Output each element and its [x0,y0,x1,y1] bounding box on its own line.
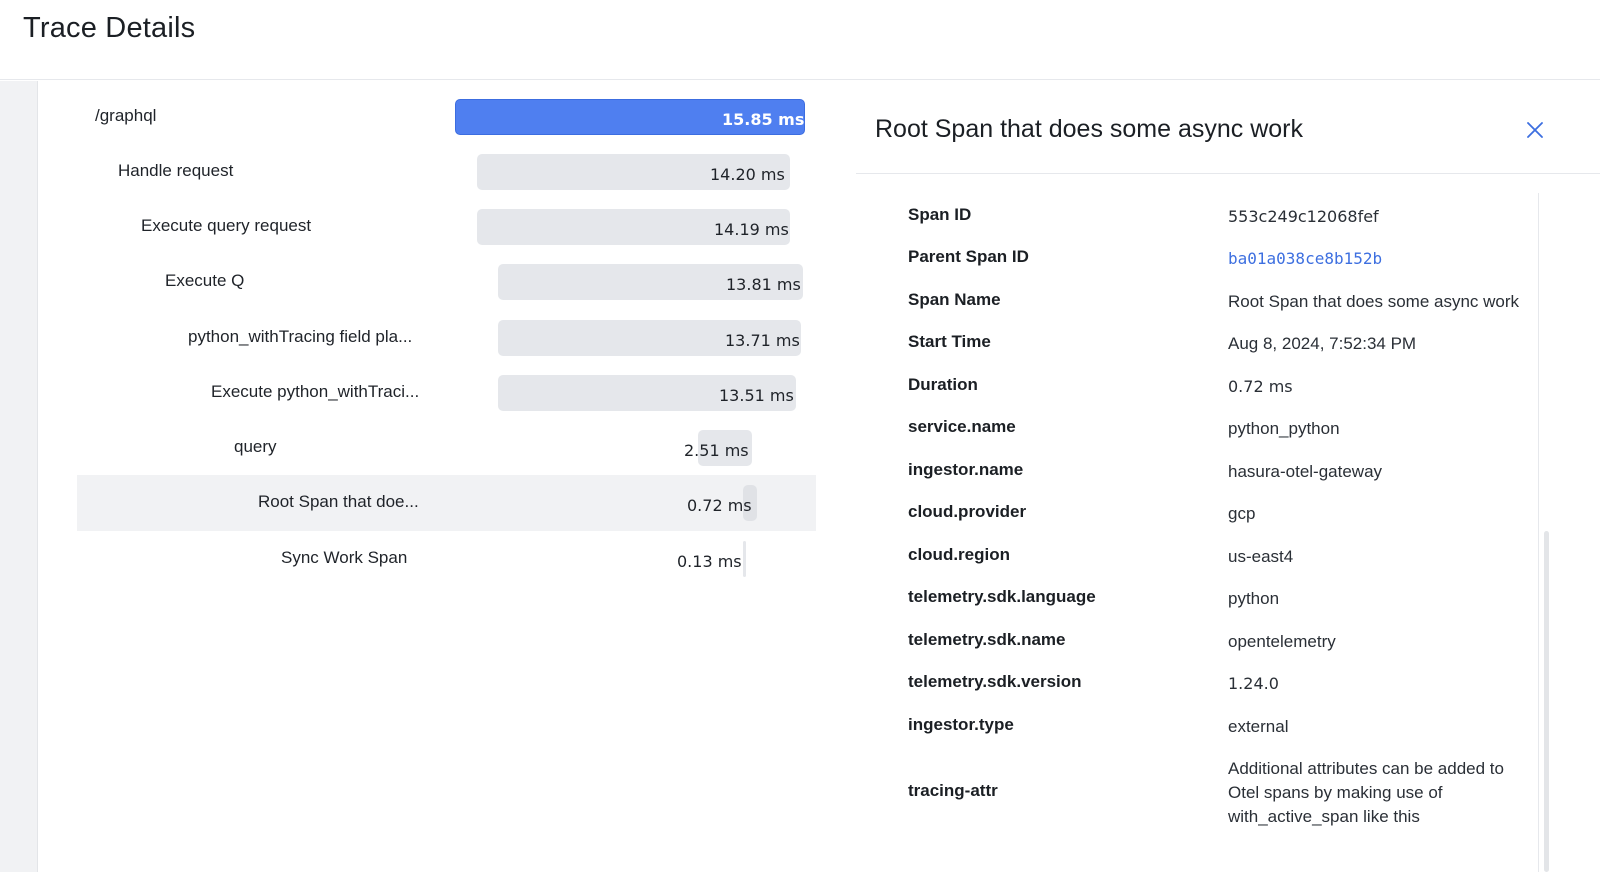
span-duration: 13.71 ms [725,331,800,350]
span-detail-panel: Root Span that does some async work Span… [856,81,1600,872]
attr-value: opentelemetry [1228,632,1336,651]
span-duration-bar [698,430,752,466]
attr-value: 1.24.0 [1228,674,1279,693]
attr-key: telemetry.sdk.language [908,587,1096,606]
attr-value: Root Span that does some async work [1228,292,1520,311]
span-duration-bar [498,375,796,411]
span-duration: 15.85 ms [722,110,805,129]
close-button[interactable] [1523,118,1547,142]
span-row[interactable]: Execute Q 13.81 ms [77,254,831,310]
attr-key: service.name [908,417,1016,436]
attr-value: python [1228,589,1280,608]
span-duration-bar [498,264,803,300]
span-duration-bar [498,320,801,356]
span-row[interactable]: Execute python_withTraci... 13.51 ms [77,365,831,421]
span-name: Handle request [118,161,234,180]
attr-key: cloud.provider [908,502,1027,521]
page-header: Trace Details [0,0,1600,80]
attr-value: python_python [1228,419,1340,438]
detail-title: Root Span that does some async work [875,115,1304,143]
span-duration-bar [743,485,757,521]
span-duration-bar [743,541,746,577]
attr-key: Start Time [908,332,991,351]
span-name: Execute Q [165,271,245,290]
span-duration: 2.51 ms [684,441,749,460]
span-name: python_withTracing field pla... [188,327,413,346]
attr-key: Duration [908,375,978,394]
attr-key: telemetry.sdk.name [908,630,1066,649]
attr-key: telemetry.sdk.version [908,672,1082,691]
span-duration: 13.81 ms [726,275,801,294]
span-duration: 14.19 ms [714,220,789,239]
attr-key: ingestor.type [908,715,1014,734]
attr-value: hasura-otel-gateway [1228,462,1383,481]
span-row[interactable]: python_withTracing field pla... 13.71 ms [77,310,831,366]
span-name: Execute python_withTraci... [211,382,420,401]
detail-divider [856,173,1600,174]
attr-key: Span ID [908,205,972,224]
span-duration: 0.13 ms [677,552,742,571]
span-duration-bar [455,99,805,135]
span-row[interactable]: query 2.51 ms [77,420,831,476]
span-duration-bar [477,209,790,245]
attr-key: Span Name [908,290,1001,309]
attr-value: Aug 8, 2024, 7:52:34 PM [1228,334,1417,353]
span-name: Root Span that doe... [258,492,419,511]
attr-value: 553c249c12068fef [1228,207,1379,226]
span-row-selected[interactable]: Root Span that doe... 0.72 ms [77,475,816,531]
attr-key: cloud.region [908,545,1010,564]
attr-value: Additional attributes can be added to Ot… [1228,759,1504,826]
parent-span-link[interactable]: ba01a038ce8b152b [1228,249,1383,268]
left-gutter [0,81,38,872]
span-name: Sync Work Span [281,548,408,567]
span-row[interactable]: Sync Work Span 0.13 ms [77,531,831,587]
attr-value: us-east4 [1228,547,1294,566]
span-name: Execute query request [141,216,312,235]
attr-key: tracing-attr [908,781,998,800]
close-icon [1527,122,1543,138]
attr-key: ingestor.name [908,460,1024,479]
span-duration-bar [477,154,790,190]
page-title: Trace Details [23,12,196,44]
detail-scrollbar[interactable] [1538,193,1550,872]
span-name: /graphql [95,106,157,125]
attr-value: 0.72 ms [1228,377,1293,396]
attr-key: Parent Span ID [908,247,1029,266]
attr-value: gcp [1228,504,1256,523]
span-row[interactable]: Execute query request 14.19 ms [77,199,831,255]
span-duration: 0.72 ms [687,496,752,515]
span-row[interactable]: Handle request 14.20 ms [77,144,831,200]
span-row[interactable]: /graphql 15.85 ms [77,89,831,145]
span-duration: 14.20 ms [710,165,785,184]
trace-waterfall: /graphql 15.85 ms Handle request 14.20 m… [39,81,839,872]
span-duration: 13.51 ms [719,386,794,405]
scrollbar-thumb[interactable] [1544,531,1549,872]
span-name: query [234,437,277,456]
attr-value: external [1228,717,1289,736]
